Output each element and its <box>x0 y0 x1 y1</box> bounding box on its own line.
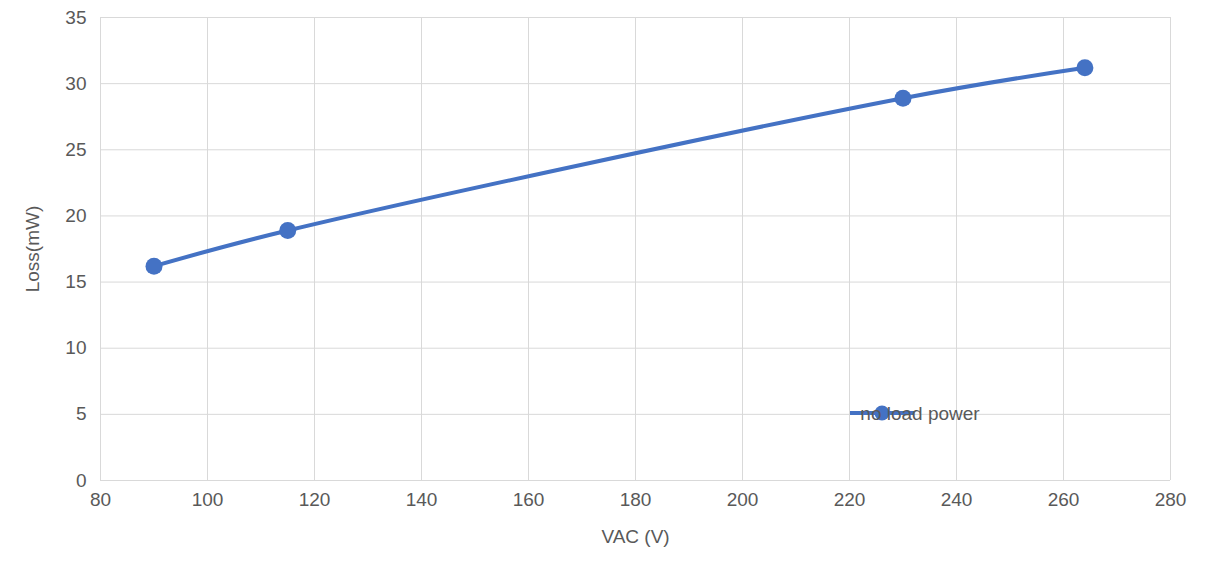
svg-text:220: 220 <box>834 489 866 510</box>
svg-text:10: 10 <box>65 337 86 358</box>
svg-text:VAC (V): VAC (V) <box>601 526 669 547</box>
svg-text:200: 200 <box>727 489 759 510</box>
svg-text:280: 280 <box>1155 489 1187 510</box>
svg-text:240: 240 <box>941 489 973 510</box>
svg-text:80: 80 <box>90 489 111 510</box>
svg-text:0: 0 <box>76 470 87 491</box>
svg-text:5: 5 <box>76 403 87 424</box>
svg-text:160: 160 <box>513 489 545 510</box>
svg-text:30: 30 <box>65 73 86 94</box>
svg-text:180: 180 <box>620 489 652 510</box>
svg-text:100: 100 <box>192 489 224 510</box>
svg-text:20: 20 <box>65 205 86 226</box>
svg-text:120: 120 <box>299 489 331 510</box>
svg-text:25: 25 <box>65 139 86 160</box>
svg-text:35: 35 <box>65 7 86 28</box>
svg-text:Loss(mW): Loss(mW) <box>22 206 43 293</box>
svg-text:140: 140 <box>406 489 438 510</box>
svg-text:no load power: no load power <box>860 403 980 424</box>
svg-text:260: 260 <box>1048 489 1080 510</box>
svg-text:15: 15 <box>65 271 86 292</box>
